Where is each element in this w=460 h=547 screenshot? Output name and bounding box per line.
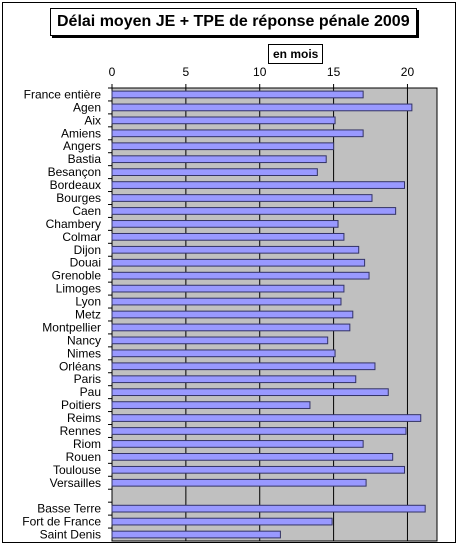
x-tick-label: 10 bbox=[253, 65, 267, 79]
category-label: Orléans bbox=[59, 359, 101, 373]
category-label: Dijon bbox=[74, 243, 101, 257]
bar bbox=[111, 271, 370, 280]
bar bbox=[111, 181, 405, 189]
chart-title: Délai moyen JE + TPE de réponse pénale 2… bbox=[50, 8, 417, 36]
category-label: Reims bbox=[67, 411, 101, 425]
bar bbox=[111, 194, 373, 202]
bar bbox=[111, 453, 394, 461]
bar bbox=[111, 90, 364, 99]
bar bbox=[111, 349, 336, 358]
x-tick-label: 15 bbox=[327, 65, 341, 79]
category-label: Grenoble bbox=[52, 269, 102, 283]
bar bbox=[111, 388, 389, 397]
category-label: Amiens bbox=[61, 126, 101, 140]
bar bbox=[111, 478, 367, 487]
unit-label: en mois bbox=[268, 44, 324, 64]
category-label: Douai bbox=[70, 256, 101, 270]
bar bbox=[111, 245, 360, 254]
category-label: Fort de France bbox=[22, 515, 101, 529]
bar bbox=[111, 232, 345, 241]
bar bbox=[111, 362, 376, 371]
category-label: Colmar bbox=[62, 230, 101, 244]
category-label: Aix bbox=[84, 113, 101, 127]
category-label: Toulouse bbox=[53, 463, 101, 477]
bar bbox=[111, 440, 364, 448]
category-label: Riom bbox=[73, 437, 101, 451]
bar bbox=[111, 310, 354, 319]
category-label: Paris bbox=[74, 372, 101, 386]
bar bbox=[111, 414, 422, 422]
bar bbox=[111, 323, 351, 332]
bar bbox=[111, 517, 333, 526]
bar bbox=[111, 427, 407, 435]
bar bbox=[111, 375, 357, 384]
category-label: Bastia bbox=[68, 152, 102, 166]
category-label: France entière bbox=[24, 87, 102, 101]
bar bbox=[111, 116, 336, 125]
category-label: Rennes bbox=[60, 424, 101, 438]
bar bbox=[111, 103, 413, 112]
bar bbox=[111, 336, 329, 345]
bar bbox=[111, 155, 327, 164]
x-tick-label: 5 bbox=[183, 65, 190, 79]
category-label: Lyon bbox=[75, 295, 101, 309]
bar bbox=[111, 129, 364, 138]
bar bbox=[111, 284, 345, 293]
bar bbox=[111, 258, 366, 267]
category-label: Pau bbox=[80, 385, 101, 399]
category-label: Agen bbox=[73, 100, 101, 114]
category-label: Metz bbox=[75, 308, 101, 322]
category-label: Besançon bbox=[48, 165, 101, 179]
bar bbox=[111, 207, 397, 215]
category-label: Chambery bbox=[46, 217, 101, 231]
category-label: Basse Terre bbox=[37, 502, 101, 516]
category-label: Poitiers bbox=[61, 398, 101, 412]
bar bbox=[111, 297, 342, 306]
bar bbox=[111, 465, 405, 474]
category-label: Rouen bbox=[66, 450, 101, 464]
category-label: Saint Denis bbox=[40, 528, 101, 542]
x-tick-label: 0 bbox=[109, 65, 116, 79]
bar bbox=[111, 168, 318, 176]
category-label: Versailles bbox=[50, 476, 101, 490]
category-label: Montpellier bbox=[42, 320, 101, 334]
category-label: Bourges bbox=[56, 191, 101, 205]
bar bbox=[111, 142, 335, 151]
category-label: Bordeaux bbox=[50, 178, 101, 192]
bar bbox=[111, 504, 426, 513]
bar bbox=[111, 401, 311, 409]
bar bbox=[111, 530, 281, 539]
category-label: Nancy bbox=[67, 333, 101, 347]
bar bbox=[111, 220, 339, 228]
category-label: Nimes bbox=[67, 346, 101, 360]
category-label: Caen bbox=[72, 204, 101, 218]
category-label: Angers bbox=[63, 139, 101, 153]
x-tick-label: 20 bbox=[401, 65, 415, 79]
category-label: Limoges bbox=[56, 282, 101, 296]
